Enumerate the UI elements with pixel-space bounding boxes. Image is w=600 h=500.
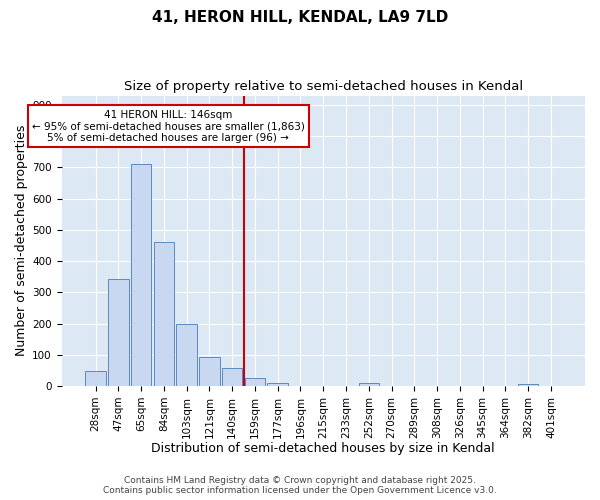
Bar <box>268 383 288 386</box>
Bar <box>199 357 220 386</box>
Text: Contains HM Land Registry data © Crown copyright and database right 2025.
Contai: Contains HM Land Registry data © Crown c… <box>103 476 497 495</box>
Bar <box>222 368 242 386</box>
Bar <box>85 371 106 386</box>
Text: 41 HERON HILL: 146sqm
← 95% of semi-detached houses are smaller (1,863)
5% of se: 41 HERON HILL: 146sqm ← 95% of semi-deta… <box>32 110 305 143</box>
Bar <box>245 378 265 386</box>
Bar <box>359 384 379 386</box>
Y-axis label: Number of semi-detached properties: Number of semi-detached properties <box>15 125 28 356</box>
Bar <box>176 324 197 386</box>
Bar <box>131 164 151 386</box>
X-axis label: Distribution of semi-detached houses by size in Kendal: Distribution of semi-detached houses by … <box>151 442 495 455</box>
Bar <box>108 278 128 386</box>
Title: Size of property relative to semi-detached houses in Kendal: Size of property relative to semi-detach… <box>124 80 523 93</box>
Bar <box>154 242 174 386</box>
Text: 41, HERON HILL, KENDAL, LA9 7LD: 41, HERON HILL, KENDAL, LA9 7LD <box>152 10 448 25</box>
Bar <box>518 384 538 386</box>
